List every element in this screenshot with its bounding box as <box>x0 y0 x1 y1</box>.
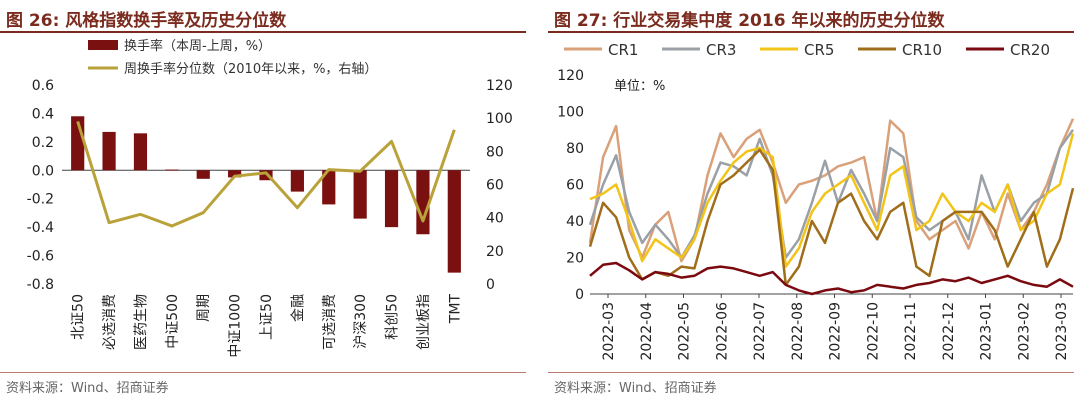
turnover-chart-panel: 图 26: 风格指数换手率及历史分位数 换手率（本周-上周，%） 周换手率分位数（… <box>0 0 530 405</box>
x-axis-tick-label: 2022-05 <box>677 302 693 361</box>
legend-label-cr20: CR20 <box>1010 41 1050 59</box>
x-axis-tick-label: 2022-07 <box>752 302 768 361</box>
left-axis-tick-label: 0.2 <box>32 135 54 151</box>
chart-title: 图 27: 行业交易集中度 2016 年以来的历史分位数 <box>554 11 945 31</box>
source-note: 资料来源：Wind、招商证券 <box>6 381 169 396</box>
legend-label-bar: 换手率（本周-上周，%） <box>124 38 271 54</box>
turnover-bar <box>228 170 242 178</box>
title-divider <box>0 31 526 33</box>
category-tick-label: 创业板指 <box>416 294 432 350</box>
category-tick-label: TMT <box>447 294 463 325</box>
right-axis-tick-label: 80 <box>486 144 504 160</box>
category-tick-label: 周期 <box>196 294 212 322</box>
category-tick-label: 中证500 <box>165 294 181 349</box>
series-line-cr3 <box>588 129 1075 259</box>
y-axis-tick-label: 0 <box>575 287 584 303</box>
x-axis-tick-label: 2022-04 <box>639 302 655 361</box>
y-axis-tick-label: 40 <box>566 214 584 230</box>
y-axis-tick-label: 20 <box>566 251 584 267</box>
x-axis-tick-label: 2023-03 <box>1054 302 1070 361</box>
left-axis-tick-label: -0.4 <box>27 220 54 236</box>
y-axis-tick-label: 120 <box>557 68 584 84</box>
x-axis-tick-label: 2022-06 <box>714 302 730 361</box>
x-axis-tick-label: 2023-01 <box>979 302 995 361</box>
right-axis-tick-label: 60 <box>486 178 504 194</box>
x-axis-tick-label: 2022-11 <box>903 302 919 361</box>
y-axis-tick-label: 80 <box>566 141 584 157</box>
percentile-line <box>76 121 456 228</box>
left-axis-tick-label: -0.2 <box>27 192 54 208</box>
title-divider <box>548 31 1074 33</box>
turnover-bar <box>447 170 461 273</box>
chart-title: 图 26: 风格指数换手率及历史分位数 <box>6 11 287 31</box>
bottom-divider <box>548 372 1074 373</box>
right-axis-tick-label: 120 <box>486 78 513 94</box>
category-tick-label: 可选消费 <box>322 294 338 350</box>
left-axis-tick-label: 0.6 <box>32 78 54 94</box>
turnover-bar <box>102 131 116 171</box>
legend-label-cr1: CR1 <box>608 41 638 59</box>
concentration-chart: CR1 CR3 CR5 CR10 CR20 单位：% 120 100 80 60 40 20 0 2022… <box>557 41 1075 361</box>
x-axis-tick-label: 2022-10 <box>865 302 881 361</box>
series-line-cr1 <box>588 118 1075 263</box>
legend-label-cr10: CR10 <box>902 41 942 59</box>
right-axis-tick-label: 100 <box>486 111 513 127</box>
right-axis-tick-label: 0 <box>486 277 495 293</box>
category-tick-label: 北证50 <box>71 294 87 340</box>
left-axis-tick-label: -0.6 <box>27 249 54 265</box>
turnover-bar <box>353 170 367 219</box>
right-axis-tick-label: 20 <box>486 244 504 260</box>
y-axis-tick-label: 100 <box>557 105 584 121</box>
category-tick-label: 沪深300 <box>353 294 369 349</box>
legend-swatch-bar <box>88 40 118 50</box>
turnover-bar <box>196 170 210 179</box>
left-axis-tick-label: 0.0 <box>32 163 54 179</box>
legend-label-line: 周换手率分位数（2010年以来，%，右轴） <box>124 61 377 77</box>
category-tick-label: 上证50 <box>259 294 275 340</box>
turnover-chart: 换手率（本周-上周，%） 周换手率分位数（2010年以来，%，右轴） 0.6 0.4 0… <box>27 38 513 358</box>
category-tick-label: 科创50 <box>385 294 401 340</box>
turnover-bar <box>259 170 273 181</box>
y-axis-tick-label: 60 <box>566 178 584 194</box>
unit-label: 单位：% <box>614 79 665 94</box>
x-axis-tick-label: 2022-12 <box>941 302 957 361</box>
turnover-bar <box>133 133 148 171</box>
category-tick-label: 医药生物 <box>133 294 149 350</box>
legend-label-cr5: CR5 <box>804 41 834 59</box>
turnover-bar <box>384 170 399 228</box>
x-axis-tick-label: 2023-02 <box>1016 302 1032 361</box>
legend-label-cr3: CR3 <box>706 41 736 59</box>
bottom-divider <box>0 372 526 373</box>
x-axis-tick-label: 2022-03 <box>601 302 617 361</box>
right-axis-tick-label: 40 <box>486 211 504 227</box>
category-tick-label: 金融 <box>290 294 306 322</box>
turnover-bar <box>322 170 336 205</box>
category-tick-label: 必选消费 <box>102 294 118 350</box>
turnover-bar <box>290 170 304 192</box>
category-tick-label: 中证1000 <box>228 294 244 358</box>
left-axis-tick-label: -0.8 <box>27 277 54 293</box>
concentration-chart-panel: 图 27: 行业交易集中度 2016 年以来的历史分位数 CR1 CR3 CR5 CR… <box>548 0 1078 405</box>
series-line-cr20 <box>589 261 1074 296</box>
x-axis-tick-label: 2022-08 <box>790 302 806 361</box>
left-axis-tick-label: 0.4 <box>32 106 54 122</box>
source-note: 资料来源：Wind、招商证券 <box>554 381 717 396</box>
turnover-bar <box>165 169 179 171</box>
x-axis-tick-label: 2022-09 <box>828 302 844 361</box>
series-line-cr5 <box>589 133 1075 268</box>
turnover-bar <box>416 170 430 235</box>
